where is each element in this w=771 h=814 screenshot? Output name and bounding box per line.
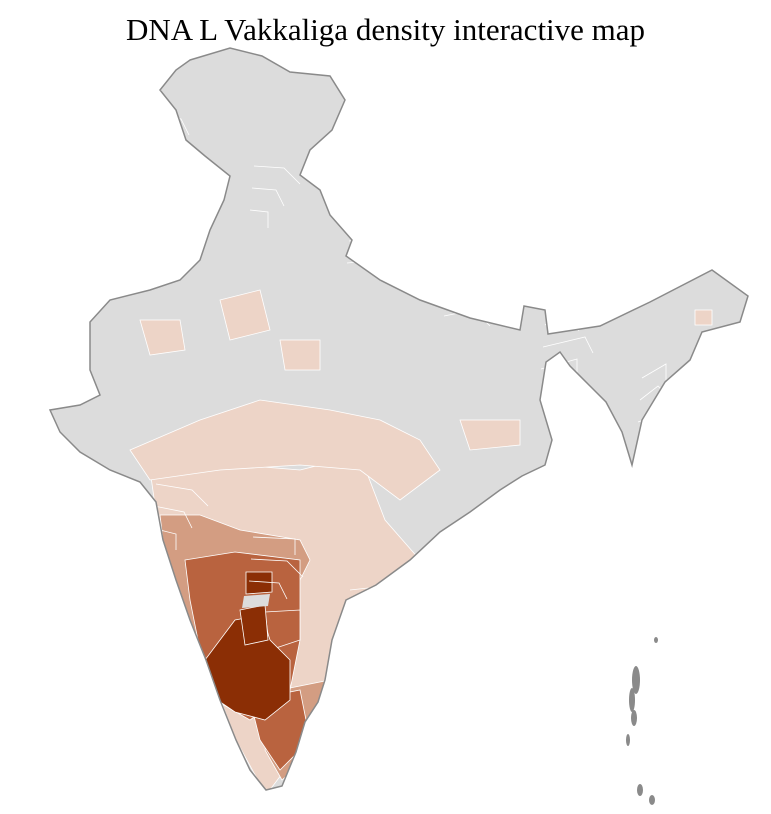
andaman-island[interactable]	[626, 734, 630, 746]
district-border	[248, 580, 288, 600]
mp-light-patch[interactable]	[219, 289, 271, 341]
district-border	[442, 680, 486, 697]
district-border	[445, 287, 483, 304]
district-border	[737, 81, 748, 109]
district-border	[446, 636, 488, 654]
district-border	[152, 156, 212, 180]
andaman-island[interactable]	[654, 637, 658, 643]
country-border	[48, 47, 749, 791]
no-data-district[interactable]	[242, 594, 270, 608]
district-border	[252, 536, 296, 555]
ne-light-patch[interactable]	[694, 309, 713, 326]
district-border	[735, 103, 748, 131]
gujarat-light-patch[interactable]	[139, 319, 186, 356]
district-border	[638, 756, 670, 773]
district-border	[736, 452, 748, 479]
map-title: DNA L Vakkaliga density interactive map	[125, 12, 646, 47]
district-border	[59, 59, 79, 86]
district-border	[544, 314, 580, 332]
district-border	[348, 238, 396, 256]
district-border	[542, 336, 594, 354]
district-border	[350, 216, 388, 233]
central-light-region[interactable]	[129, 399, 441, 501]
up-light-patch[interactable]	[279, 339, 321, 371]
district-border	[345, 631, 399, 649]
district-border	[251, 187, 285, 207]
andaman-island[interactable]	[649, 795, 655, 805]
andaman-island[interactable]	[631, 710, 637, 726]
district-border	[250, 558, 304, 578]
district-border	[640, 734, 686, 752]
district-border	[155, 483, 209, 507]
east-light-patch[interactable]	[459, 419, 521, 451]
district-border	[543, 685, 575, 702]
andaman-island[interactable]	[632, 666, 640, 694]
district-border	[641, 363, 667, 380]
district-border	[541, 707, 583, 725]
district-border	[444, 658, 472, 676]
district-border	[738, 430, 748, 458]
district-border	[447, 265, 499, 283]
district-border	[249, 209, 269, 228]
andaman-island[interactable]	[629, 688, 635, 712]
district-border	[154, 134, 174, 157]
district-border	[347, 609, 391, 626]
district-border	[253, 165, 301, 185]
andaman-island[interactable]	[637, 784, 643, 796]
district-border	[734, 474, 748, 502]
north-karnataka-darkest[interactable]	[245, 571, 273, 595]
central-karnataka-darkest[interactable]	[239, 604, 269, 646]
district-border	[153, 505, 193, 529]
